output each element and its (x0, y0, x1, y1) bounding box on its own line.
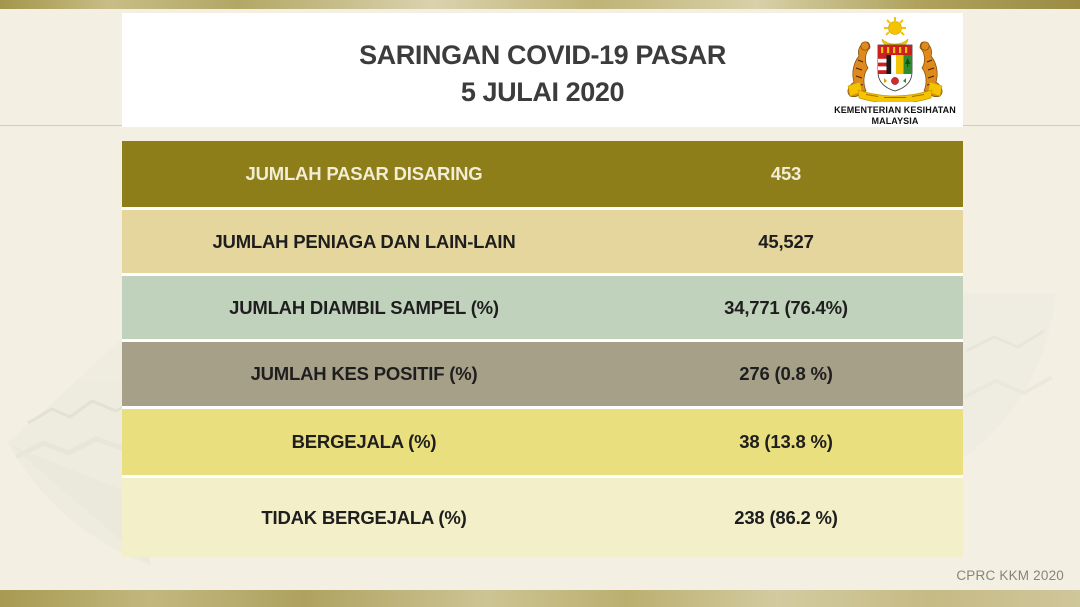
slide-title-line1: SARINGAN COVID-19 PASAR (359, 40, 726, 70)
slide-title: SARINGAN COVID-19 PASAR 5 JULAI 2020 (122, 37, 963, 111)
ministry-name-line2: MALAYSIA (871, 116, 919, 126)
row-label: JUMLAH PASAR DISARING (122, 141, 606, 207)
fan-watermark-right (960, 293, 1056, 461)
table-row: BERGEJALA (%) 38 (13.8 %) (122, 409, 963, 475)
row-value: 238 (86.2 %) (609, 478, 963, 557)
row-value: 453 (609, 141, 963, 207)
ministry-logo: KEMENTERIAN KESIHATAN MALAYSIA (831, 16, 959, 126)
screening-table: JUMLAH PASAR DISARING 453 JUMLAH PENIAGA… (122, 141, 963, 557)
coat-of-arms-icon (847, 17, 943, 104)
shield-icon (877, 44, 913, 92)
row-value: 276 (0.8 %) (609, 342, 963, 406)
row-value: 45,527 (609, 210, 963, 273)
row-value: 38 (13.8 %) (609, 409, 963, 475)
credit-text: CPRC KKM 2020 (956, 568, 1064, 583)
table-row: JUMLAH DIAMBIL SAMPEL (%) 34,771 (76.4%) (122, 276, 963, 339)
table-row: JUMLAH PENIAGA DAN LAIN-LAIN 45,527 (122, 210, 963, 273)
header-box: SARINGAN COVID-19 PASAR 5 JULAI 2020 (122, 13, 963, 127)
table-row: JUMLAH PASAR DISARING 453 (122, 141, 963, 207)
row-label: TIDAK BERGEJALA (%) (122, 478, 606, 557)
bottom-decor-band (0, 590, 1080, 607)
row-label: JUMLAH PENIAGA DAN LAIN-LAIN (122, 210, 606, 273)
row-label: BERGEJALA (%) (122, 409, 606, 475)
motto-ribbon-icon (847, 81, 943, 104)
ministry-name: KEMENTERIAN KESIHATAN MALAYSIA (831, 105, 959, 127)
top-decor-band (0, 0, 1080, 9)
row-label: JUMLAH DIAMBIL SAMPEL (%) (122, 276, 606, 339)
table-row: TIDAK BERGEJALA (%) 238 (86.2 %) (122, 478, 963, 557)
row-value: 34,771 (76.4%) (609, 276, 963, 339)
slide-title-line2: 5 JULAI 2020 (460, 77, 625, 107)
table-row: JUMLAH KES POSITIF (%) 276 (0.8 %) (122, 342, 963, 406)
ministry-name-line1: KEMENTERIAN KESIHATAN (834, 105, 956, 115)
sun-icon (884, 17, 906, 36)
row-label: JUMLAH KES POSITIF (%) (122, 342, 606, 406)
